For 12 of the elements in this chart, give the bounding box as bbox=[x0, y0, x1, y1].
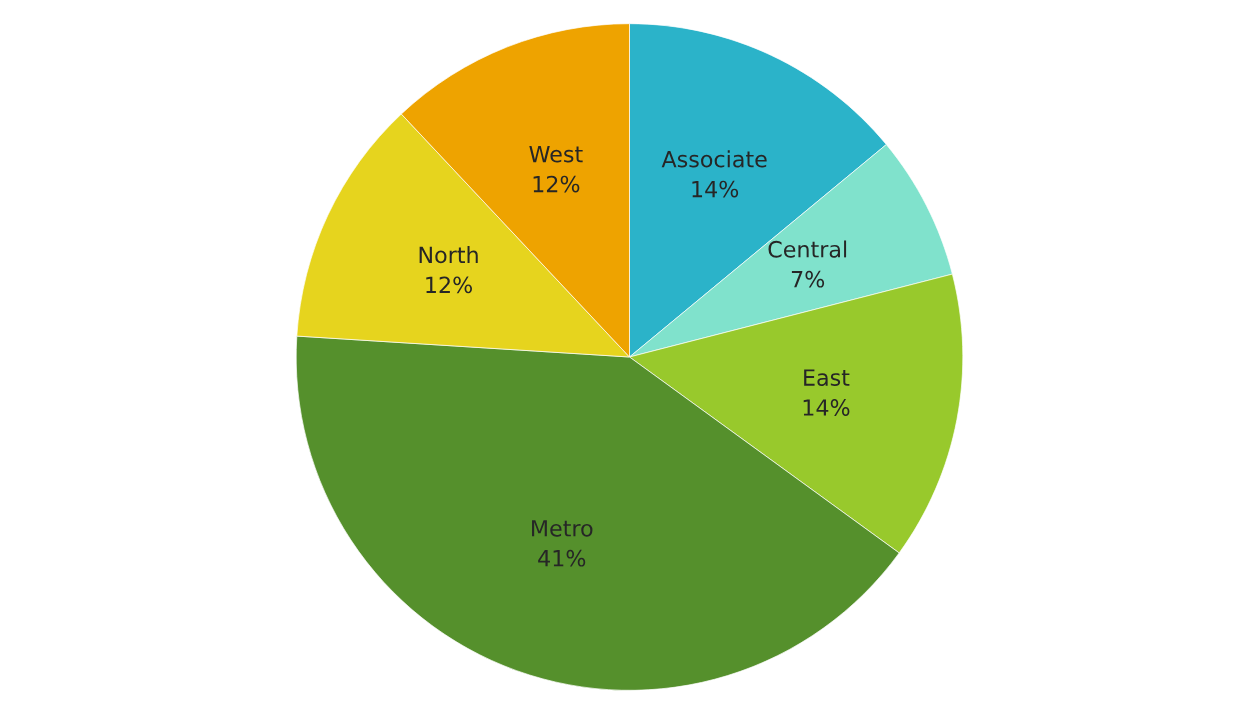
slice-label: Metro bbox=[532, 520, 593, 537]
slice-label: East bbox=[804, 369, 850, 386]
data-label: 14% bbox=[803, 399, 850, 416]
slice-label: Central bbox=[768, 240, 847, 258]
slice-label: North bbox=[419, 246, 478, 264]
slice-label: Associate bbox=[661, 150, 767, 168]
data-label: 14% bbox=[692, 180, 739, 198]
slice-label: West bbox=[529, 146, 583, 163]
data-label: 12% bbox=[533, 175, 580, 193]
data-label: 41% bbox=[538, 549, 586, 567]
data-label: 7% bbox=[791, 270, 825, 288]
data-label: 12% bbox=[426, 276, 472, 294]
